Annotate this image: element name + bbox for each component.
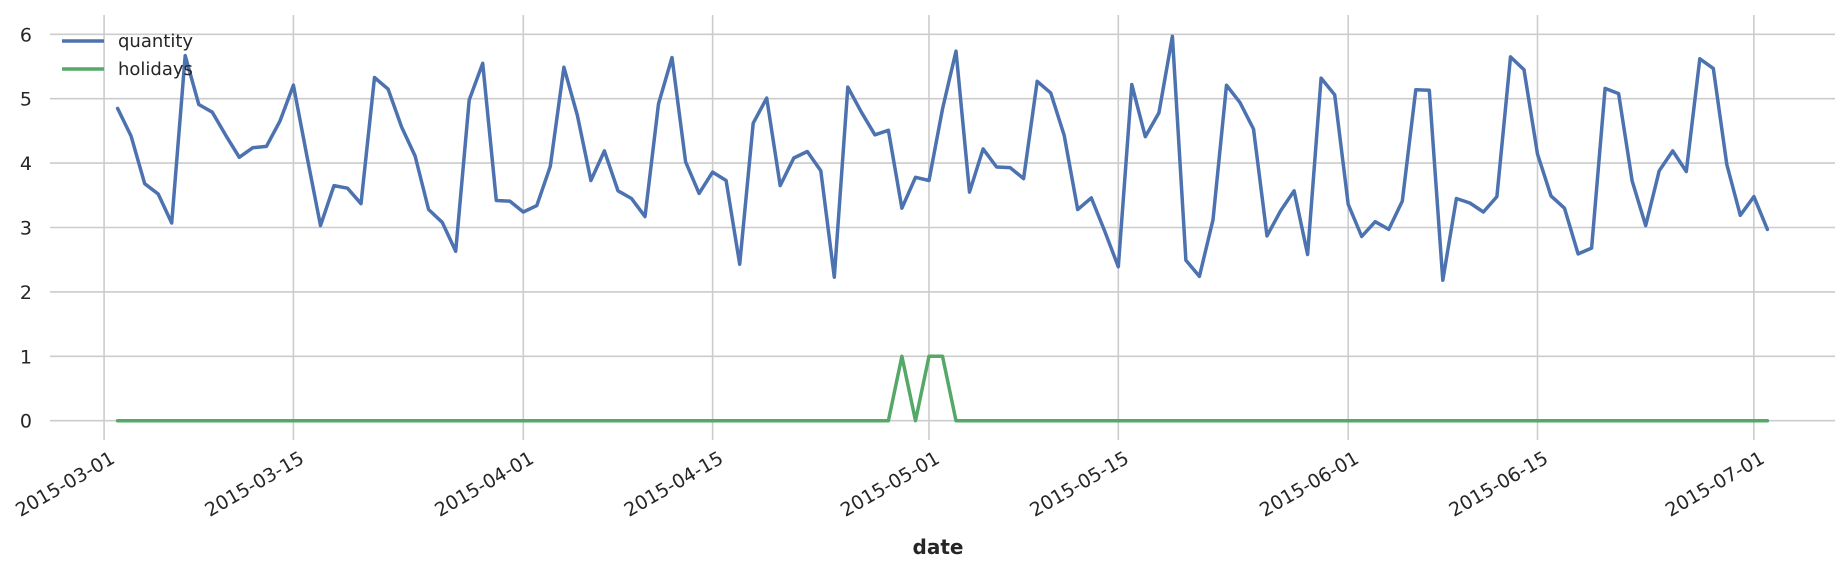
x-tick-label: 2015-04-01 — [431, 447, 538, 521]
x-tick-label: 2015-06-01 — [1256, 447, 1363, 521]
y-tick-label: 1 — [20, 346, 32, 368]
x-tick-label: 2015-07-01 — [1662, 447, 1769, 521]
legend-label-holidays: holidays — [118, 59, 193, 80]
x-tick-label: 2015-05-01 — [837, 447, 944, 521]
series-line-quantity — [115, 34, 1770, 283]
series-line-holidays — [115, 354, 1770, 423]
x-tick-label: 2015-04-15 — [620, 447, 727, 521]
y-tick-label: 5 — [20, 89, 32, 111]
x-axis-title: date — [913, 535, 964, 559]
x-tick-label: 2015-06-15 — [1445, 447, 1552, 521]
grid-lines — [50, 15, 1835, 440]
x-tick-label: 2015-03-15 — [201, 447, 308, 521]
x-tick-label: 2015-03-01 — [12, 447, 119, 521]
legend: quantity holidays — [62, 31, 193, 80]
y-tick-label: 6 — [20, 24, 32, 46]
x-tick-label: 2015-05-15 — [1026, 447, 1133, 521]
legend-label-quantity: quantity — [118, 31, 193, 52]
y-tick-label: 3 — [20, 218, 32, 240]
y-tick-label: 2 — [20, 282, 32, 304]
x-tick-labels: 2015-03-01 2015-03-15 2015-04-01 2015-04-15… — [12, 447, 1768, 521]
series-lines — [115, 34, 1770, 423]
y-tick-label: 4 — [20, 153, 32, 175]
y-tick-label: 0 — [20, 411, 32, 433]
y-tick-labels: 0 1 2 3 4 5 6 — [20, 24, 32, 432]
